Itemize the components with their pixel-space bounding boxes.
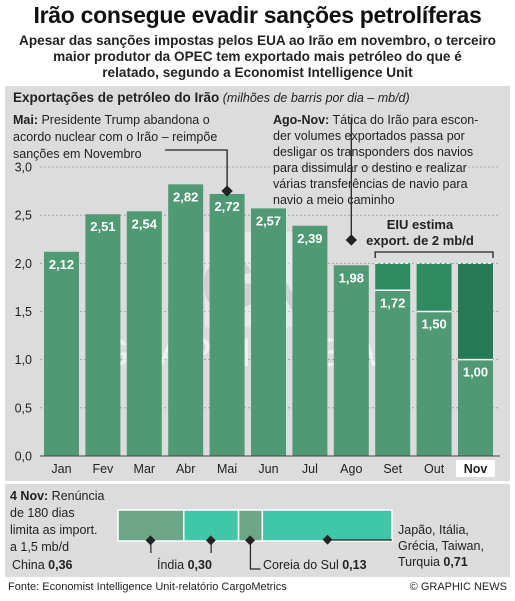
page-title: Irão consegue evadir sanções petrolífera… [33,2,482,28]
page-subtitle: Apesar das sanções impostas pelos EUA ao… [0,33,515,81]
annotation-mai-leader [165,149,228,188]
eiu-label-line-2: export. de 2 mb/d [366,233,474,248]
category-label: Abr [176,462,195,476]
bar [168,184,204,456]
bar-value-label: 2,72 [214,199,239,214]
category-label: Out [424,462,445,476]
y-tick-label: 0,5 [15,401,32,415]
annotation-ago-line: Ago-Nov: Tática do Irão para escon- [273,113,478,127]
annotation-mai-line: acordo nuclear com o Irão – reimpõe [13,130,217,144]
bar-value-label: 2,39 [297,231,322,246]
chart-title: Exportações de petróleo do Irão (milhões… [13,90,410,105]
y-tick-label: 2,5 [15,209,32,223]
eiu-bracket [374,251,494,258]
bar [375,290,411,456]
annotation-ago-line: der volumes exportados passa por [273,129,465,143]
bar-estimate-segment [375,263,411,291]
annotation-ago-line: várias transferências de navio para [273,177,468,191]
source-note: Fonte: Economist Intelligence Unit-relat… [8,581,287,593]
bar [209,193,245,456]
annotation-ago-line: desligar os transponders dos navios [273,145,473,159]
bar-estimate-segment [458,263,493,360]
category-label: Ago [340,462,362,476]
subtitle-line-3: relatado, segundo a Economist Intelligen… [102,65,413,80]
bar [333,265,369,456]
bar-value-label: 2,51 [90,219,115,234]
bar [44,251,79,456]
subtitle-line-1: Apesar das sanções impostas pelos EUA ao… [19,33,496,48]
bar-value-label: 2,54 [132,216,158,231]
bar-value-label: 2,12 [49,257,74,272]
bar-value-label: 1,50 [421,317,446,332]
annotation-ago-marker [345,234,357,246]
waiver-label-others-line: Grécia, Taiwan, [398,539,484,553]
bar-value-label: 1,72 [380,295,405,310]
eiu-label-line-1: EIU estima [387,217,454,232]
y-tick-label: 2,0 [15,257,32,271]
subtitle-line-2: maior produtor da OPEC tem exportado mai… [53,49,462,64]
waiver-label-others-line: Turquia 0,71 [398,555,468,569]
bar [251,208,286,456]
category-label: Nov [464,462,488,476]
bar [292,225,328,456]
credit: © GRAPHIC NEWS [409,581,507,593]
bar-value-label: 1,00 [463,365,488,380]
waiver-label-korea: Coreia do Sul 0,13 [263,558,367,572]
waiver-label-china: China 0,36 [12,558,73,572]
waiver-note-line: limita as import. [10,523,98,537]
category-label: Jul [302,462,318,476]
annotation-ago-line: para dissimular o destino e realizar [273,161,467,175]
category-label: Mai [217,462,237,476]
bar [416,311,452,456]
category-label: Mar [134,462,156,476]
bar-value-label: 1,98 [339,270,364,285]
bar-estimate-segment [416,263,452,312]
y-tick-label: 1,0 [15,353,32,367]
waiver-label-others-line: Japão, Itália, [398,523,469,537]
bar-value-label: 2,82 [173,189,198,204]
category-highlight [456,460,495,477]
category-label: Jun [258,462,278,476]
waiver-marker [322,534,333,545]
bar [458,359,493,456]
waiver-label-india: Índia 0,30 [157,557,212,572]
bar-value-label: 2,57 [256,213,281,228]
annotation-mai-marker [221,185,233,197]
category-label: Fev [92,462,114,476]
bar [85,214,121,456]
annotation-mai-line: sanções em Novembro [13,147,142,161]
waiver-leader [249,541,261,570]
annotation-ago-line: navio a meio caminho [273,193,395,207]
waiver-note-line: 4 Nov: Renúncia [10,489,105,503]
waiver-note-line: de 180 dias [10,506,75,520]
waiver-note-line: a 1,5 mb/d [10,540,69,554]
category-label: Set [383,462,402,476]
category-label: Jan [51,462,71,476]
y-tick-label: 1,5 [15,305,32,319]
bar [126,211,162,456]
y-tick-label: 0,0 [15,450,32,464]
annotation-mai-line: Mai: Presidente Trump abandona o [13,113,210,127]
y-tick-label: 3,0 [15,161,32,175]
